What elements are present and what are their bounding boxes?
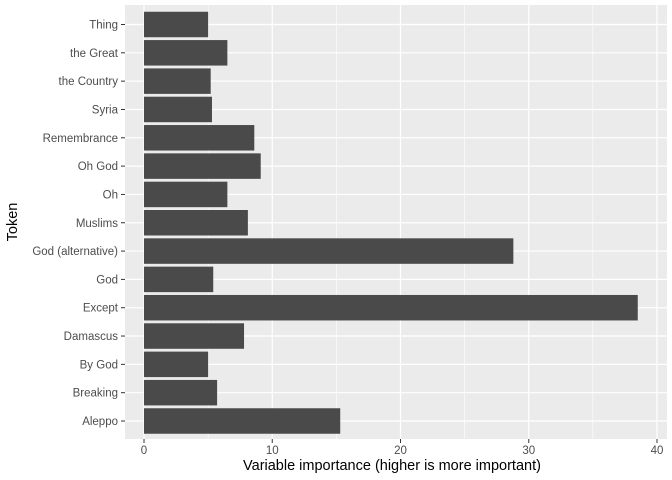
bars [144,11,638,434]
y-tick-label: Thing [89,20,118,32]
y-tick-label: Muslims [76,218,118,230]
y-tick-label: Except [83,303,119,315]
bar-by-god [144,351,209,378]
y-tick-label: Oh God [78,161,118,173]
y-tick-label: By God [80,359,118,371]
y-tick-label: God (alternative) [32,246,118,258]
bar-god [144,266,214,293]
bar-the-country [144,68,211,94]
bar-damascus [144,323,245,349]
bar-aleppo [144,408,341,434]
y-tick-label: God [96,274,118,286]
x-axis-ticks: 0 10 20 30 40 [141,439,664,457]
x-tick-label: 0 [141,445,147,457]
y-tick-label: Aleppo [82,416,118,428]
bar-remembrance [144,125,255,151]
y-tick-label: the Great [70,48,119,60]
y-tick-label: Syria [92,104,119,116]
x-tick-label: 30 [522,445,535,457]
bar-oh-god [144,153,261,179]
bar-muslims [144,210,248,236]
y-axis-title: Token [5,203,21,242]
y-tick-label: Remembrance [43,133,118,145]
x-tick-label: 10 [266,445,279,457]
bar-god-alternative [144,238,514,264]
bar-breaking [144,379,218,406]
y-tick-label: Breaking [73,388,118,400]
x-tick-label: 40 [651,445,664,457]
bar-syria [144,96,212,123]
y-axis-ticks: Thing the Great the Country Syria Remembranc… [32,20,125,428]
y-tick-label: the Country [59,76,119,88]
x-axis-title: Variable importance (higher is more impo… [243,458,541,474]
bar-oh [144,181,228,208]
y-tick-label: Damascus [64,331,119,343]
x-tick-label: 20 [394,445,407,457]
y-tick-label: Oh [103,189,118,201]
bar-thing [144,11,209,38]
bar-the-great [144,40,228,66]
bar-except [144,294,638,321]
